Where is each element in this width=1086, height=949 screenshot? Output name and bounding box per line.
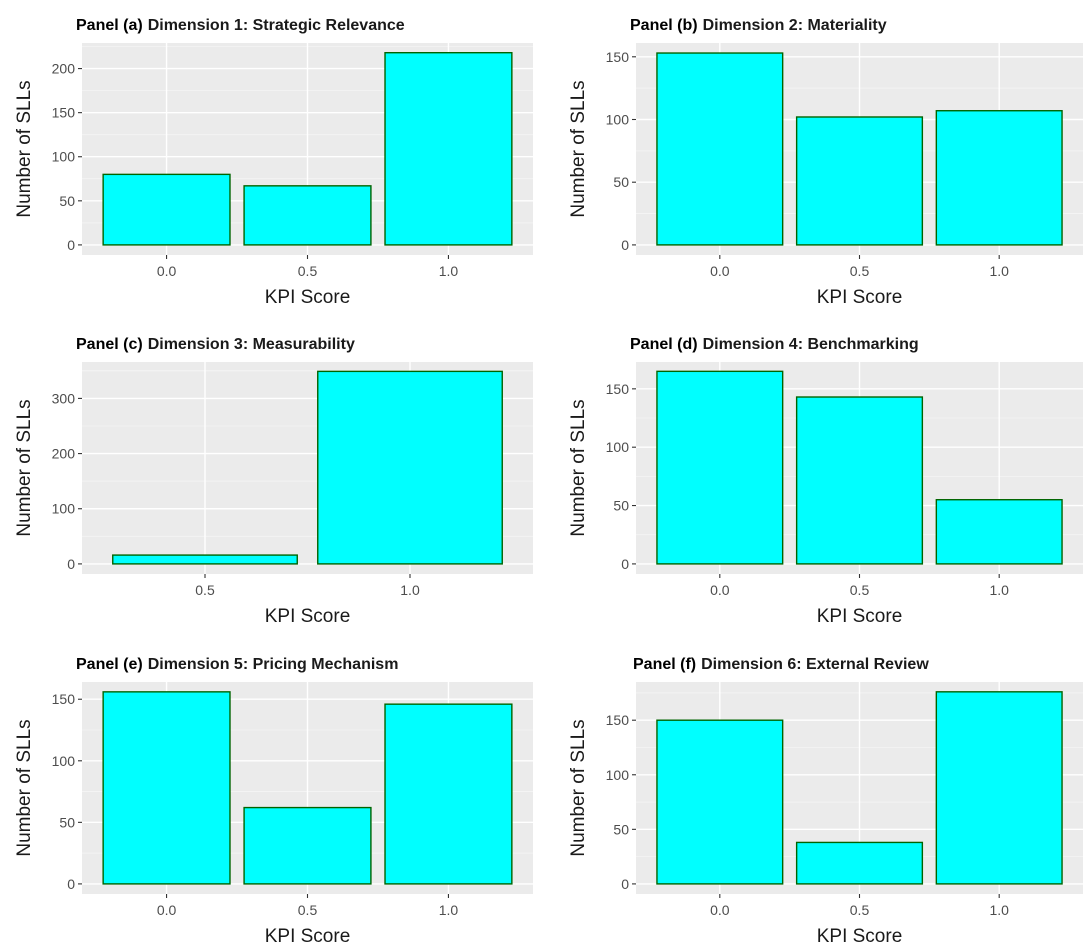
y-tick-label: 100 — [606, 439, 630, 455]
y-tick-label: 100 — [52, 149, 76, 165]
panel-title: Panel (b) Dimension 2: Materiality — [630, 17, 887, 34]
y-axis-title: Number of SLLs — [568, 719, 589, 856]
x-tick-label: 0.5 — [850, 582, 870, 598]
y-tick-label: 100 — [52, 501, 76, 517]
y-tick-label: 50 — [59, 193, 75, 209]
bar-0.0 — [102, 691, 231, 885]
x-tick-label: 0.0 — [710, 902, 730, 918]
panel-title-prefix: Panel (b) — [630, 17, 698, 34]
y-tick-label: 150 — [606, 712, 630, 728]
panel-title: Panel (f) Dimension 6: External Review — [633, 656, 929, 673]
x-tick-label: 1.0 — [989, 582, 1009, 598]
panel-e: Panel (e) Dimension 5: Pricing Mechanism 0… — [14, 656, 533, 947]
x-axis-title: KPI Score — [265, 287, 351, 308]
bar-1.0 — [935, 499, 1063, 565]
panel-title-dimension: Dimension 6: External Review — [701, 656, 929, 673]
bar-0.5 — [112, 554, 298, 565]
x-tick-label: 1.0 — [439, 263, 459, 279]
y-tick-label: 50 — [613, 174, 629, 190]
y-tick-label: 100 — [606, 767, 630, 783]
x-tick-label: 1.0 — [400, 582, 420, 598]
panel-a: Panel (a) Dimension 1: Strategic Relevanc… — [14, 17, 533, 308]
x-tick-label: 0.0 — [710, 263, 730, 279]
panel-c: Panel (c) Dimension 3: Measurability 0 100 2… — [14, 336, 533, 627]
bar-0.5 — [243, 806, 372, 885]
x-tick-label: 0.0 — [157, 902, 177, 918]
panel-title-prefix: Panel (d) — [630, 336, 698, 353]
panel-title-dimension: Dimension 2: Materiality — [703, 17, 887, 34]
x-axis-title: KPI Score — [817, 926, 903, 947]
panel-title-dimension: Dimension 4: Benchmarking — [703, 336, 919, 353]
panel-title-prefix: Panel (f) — [633, 656, 696, 673]
y-tick-label: 150 — [52, 105, 76, 121]
x-tick-label: 0.0 — [710, 582, 730, 598]
panel-title-dimension: Dimension 1: Strategic Relevance — [148, 17, 405, 34]
x-tick-label: 1.0 — [439, 902, 459, 918]
y-tick-label: 0 — [621, 237, 629, 253]
y-tick-label: 150 — [52, 691, 76, 707]
x-tick-label: 0.5 — [298, 263, 318, 279]
y-tick-label: 50 — [613, 821, 629, 837]
panel-title: Panel (a) Dimension 1: Strategic Relevanc… — [76, 17, 405, 34]
panel-f: Panel (f) Dimension 6: External Review 0 50… — [568, 656, 1083, 947]
y-tick-label: 100 — [606, 111, 630, 127]
x-tick-label: 0.5 — [850, 263, 870, 279]
x-tick-label: 0.0 — [157, 263, 177, 279]
y-tick-label: 200 — [52, 61, 76, 77]
y-tick-label: 300 — [52, 390, 76, 406]
x-tick-label: 0.5 — [195, 582, 215, 598]
y-tick-label: 0 — [621, 876, 629, 892]
x-axis-title: KPI Score — [265, 606, 351, 627]
y-axis-title: Number of SLLs — [14, 399, 35, 536]
y-axis-title: Number of SLLs — [14, 80, 35, 217]
x-tick-label: 1.0 — [989, 263, 1009, 279]
bar-1.0 — [384, 51, 513, 246]
y-tick-label: 150 — [606, 49, 630, 65]
panel-title-prefix: Panel (e) — [76, 656, 143, 673]
bar-0.0 — [102, 173, 231, 246]
panel-title-prefix: Panel (a) — [76, 17, 143, 34]
bar-0.0 — [656, 370, 784, 565]
bar-0.0 — [656, 719, 784, 885]
bar-0.0 — [656, 52, 784, 246]
bar-1.0 — [935, 110, 1063, 246]
y-axis-title: Number of SLLs — [568, 399, 589, 536]
bar-0.5 — [795, 396, 924, 565]
x-tick-label: 0.5 — [850, 902, 870, 918]
y-tick-label: 0 — [621, 556, 629, 572]
panel-title: Panel (c) Dimension 3: Measurability — [76, 336, 355, 353]
bar-0.5 — [795, 841, 924, 885]
y-tick-label: 50 — [613, 498, 629, 514]
panel-title-prefix: Panel (c) — [76, 336, 143, 353]
panel-b: Panel (b) Dimension 2: Materiality 0 50 100 1… — [568, 17, 1083, 308]
x-axis-title: KPI Score — [817, 606, 903, 627]
panel-title-dimension: Dimension 5: Pricing Mechanism — [148, 656, 399, 673]
y-tick-label: 200 — [52, 446, 76, 462]
y-tick-label: 0 — [67, 876, 75, 892]
bar-0.5 — [243, 185, 372, 246]
y-tick-label: 50 — [59, 814, 75, 830]
bar-1.0 — [384, 703, 513, 885]
y-axis-title: Number of SLLs — [14, 719, 35, 856]
panel-title-dimension: Dimension 3: Measurability — [148, 336, 355, 353]
x-tick-label: 0.5 — [298, 902, 318, 918]
bar-0.5 — [795, 116, 924, 246]
y-tick-label: 0 — [67, 556, 75, 572]
bar-1.0 — [317, 370, 503, 565]
panel-d: Panel (d) Dimension 4: Benchmarking 0 50 100… — [568, 336, 1083, 627]
panel-title: Panel (e) Dimension 5: Pricing Mechanism — [76, 656, 398, 673]
x-axis-title: KPI Score — [265, 926, 351, 947]
y-tick-label: 100 — [52, 753, 76, 769]
x-tick-label: 1.0 — [989, 902, 1009, 918]
panel-title: Panel (d) Dimension 4: Benchmarking — [630, 336, 919, 353]
x-axis-title: KPI Score — [817, 287, 903, 308]
y-axis-title: Number of SLLs — [568, 80, 589, 217]
y-tick-label: 150 — [606, 381, 630, 397]
y-tick-label: 0 — [67, 237, 75, 253]
bar-1.0 — [935, 691, 1063, 885]
